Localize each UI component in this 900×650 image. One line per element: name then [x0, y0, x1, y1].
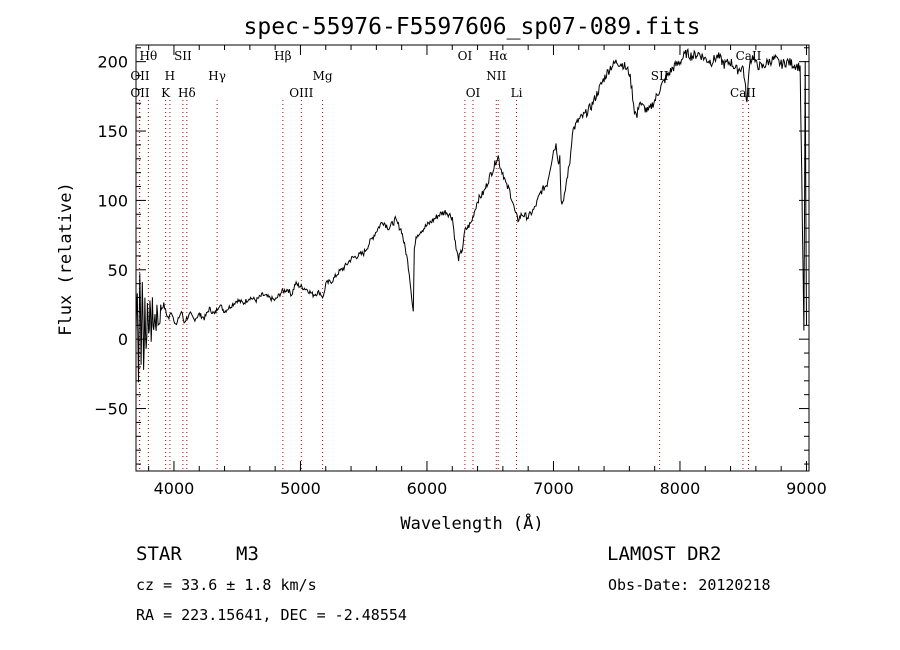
- object-subclass: M3: [236, 543, 259, 565]
- y-tick-label: 0: [118, 330, 128, 349]
- y-tick-label: 50: [108, 261, 128, 280]
- spectral-line-label: CaII: [730, 86, 756, 100]
- chart-title: spec-55976-F5597606_sp07-089.fits: [244, 14, 701, 40]
- object-class: STAR: [136, 543, 182, 565]
- y-tick-label: 150: [97, 122, 128, 141]
- spectral-line-label: Hα: [489, 49, 508, 63]
- spectral-line-label: Li: [511, 86, 523, 100]
- y-axis-label: Flux (relative): [56, 182, 76, 336]
- spectral-line-label: Hδ: [178, 86, 196, 100]
- spectral-line-label: OII: [130, 86, 150, 100]
- x-tick-label: 6000: [407, 479, 448, 498]
- x-axis-ticks: 4000 5000 6000 7000 8000 9000: [148, 45, 827, 498]
- spectral-line-label: Hθ: [140, 49, 158, 63]
- spectral-line-label: OIII: [289, 86, 313, 100]
- spectral-line-label: Mg: [313, 69, 333, 83]
- spectral-line-label: NII: [486, 69, 506, 83]
- y-tick-label: −50: [94, 400, 128, 419]
- spectral-line-label: Hβ: [274, 49, 291, 63]
- coordinates: RA = 223.15641, DEC = -2.48554: [136, 606, 407, 624]
- spectral-line-label: OI: [458, 49, 473, 63]
- observation-date: Obs-Date: 20120218: [608, 576, 771, 594]
- spectral-line-label: Hγ: [208, 69, 226, 83]
- x-tick-label: 8000: [660, 479, 701, 498]
- x-tick-label: 4000: [154, 479, 195, 498]
- spectral-line-label: OI: [466, 86, 481, 100]
- survey-name: LAMOST DR2: [607, 543, 721, 565]
- spectral-line-label: SII: [174, 49, 192, 63]
- x-tick-label: 5000: [280, 479, 321, 498]
- spectral-line-label: CaII: [736, 49, 762, 63]
- x-tick-label: 9000: [786, 479, 827, 498]
- y-tick-label: 200: [97, 53, 128, 72]
- spectrum-line: [135, 47, 807, 383]
- spectral-line-label: H: [165, 69, 175, 83]
- plot-frame: [135, 44, 810, 472]
- y-tick-label: 100: [97, 191, 128, 210]
- spectral-line-label: K: [161, 86, 171, 100]
- y-axis-ticks: −50 0 50 100 150 200: [94, 47, 809, 465]
- x-tick-label: 7000: [533, 479, 574, 498]
- x-axis-label: Wavelength (Å): [400, 512, 543, 534]
- spectral-line-markers: [138, 100, 750, 471]
- spectral-line-labels: HθOIIOIIHKSIIHδHγHβMgOIIIOIOIHαNIILiSIIC…: [130, 49, 761, 100]
- redshift-cz: cz = 33.6 ± 1.8 km/s: [136, 576, 317, 594]
